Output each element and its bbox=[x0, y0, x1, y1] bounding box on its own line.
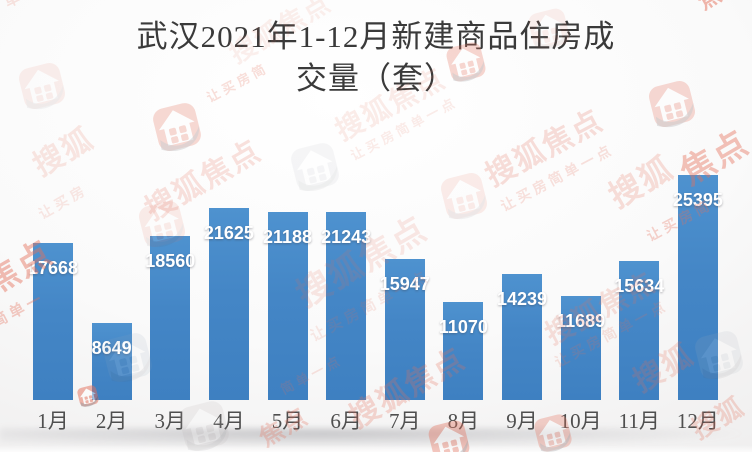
chart-title: 武汉2021年1-12月新建商品住房成 交量（套） bbox=[0, 16, 752, 100]
x-axis-label: 12月 bbox=[676, 409, 719, 433]
bar-value-label: 21188 bbox=[262, 227, 313, 247]
x-axis-label: 2月 bbox=[95, 409, 128, 433]
x-axis-label: 6月 bbox=[330, 409, 362, 433]
bar-value-label: 21243 bbox=[321, 227, 372, 247]
bar-value-label: 15634 bbox=[614, 276, 665, 296]
x-axis-label: 5月 bbox=[271, 409, 304, 433]
bar-column: 11689 10月 bbox=[556, 0, 605, 452]
bar-1 bbox=[33, 243, 73, 400]
bar-11 bbox=[619, 261, 660, 400]
bar-column: 21625 4月 bbox=[204, 0, 254, 452]
bar-column: 15947 7月 bbox=[380, 0, 430, 452]
bar-value-label: 17668 bbox=[27, 258, 79, 278]
x-axis-label: 11月 bbox=[618, 409, 660, 433]
bar-6 bbox=[326, 212, 367, 400]
bar-value-label: 8649 bbox=[91, 338, 132, 358]
bar-7 bbox=[384, 259, 425, 400]
bar-12 bbox=[677, 175, 718, 400]
x-axis-label: 7月 bbox=[389, 409, 421, 433]
x-axis-label: 9月 bbox=[506, 409, 538, 433]
bottom-highlight bbox=[0, 445, 752, 452]
bar-column: 21188 5月 bbox=[263, 0, 312, 452]
bar-3 bbox=[150, 236, 191, 400]
x-axis-label: 3月 bbox=[154, 409, 187, 433]
bar-column: 17668 1月 bbox=[28, 0, 78, 452]
bar-value-label: 11070 bbox=[438, 317, 488, 337]
x-axis-label: 10月 bbox=[559, 409, 602, 433]
bar-value-label: 14239 bbox=[496, 289, 548, 309]
bar-column: 15634 11月 bbox=[614, 0, 664, 452]
bar-8 bbox=[443, 302, 484, 400]
bar-value-label: 21625 bbox=[203, 223, 254, 243]
x-axis-label: 8月 bbox=[447, 409, 480, 433]
bar-column: 21243 6月 bbox=[321, 0, 371, 452]
bar-5 bbox=[267, 212, 308, 400]
bar-column: 8649 2月 bbox=[92, 0, 132, 452]
bar-value-label: 11689 bbox=[556, 311, 606, 331]
floor-shadow bbox=[0, 428, 752, 446]
x-axis-label: 4月 bbox=[213, 409, 245, 433]
bar-column: 18560 3月 bbox=[145, 0, 195, 452]
bar-column: 14239 9月 bbox=[497, 0, 547, 452]
bar-2 bbox=[91, 323, 132, 400]
bar-column: 25395 12月 bbox=[673, 0, 723, 452]
bar-value-label: 18560 bbox=[145, 251, 196, 271]
x-axis-label: 1月 bbox=[37, 409, 69, 433]
bar-10 bbox=[560, 296, 601, 400]
bar-value-label: 15947 bbox=[379, 274, 430, 294]
bar-9 bbox=[502, 274, 542, 400]
bar-4 bbox=[208, 208, 249, 400]
bar-plot-area: 17668 1月 8649 2月 18560 3月 21625 4月 21188 5月 21243 6… bbox=[28, 0, 723, 452]
chart-title-line-2: 交量（套） bbox=[296, 61, 456, 96]
bar-column: 11070 8月 bbox=[439, 0, 488, 452]
chart-title-line-1: 武汉2021年1-12月新建商品住房成 bbox=[136, 19, 616, 54]
bar-value-label: 25395 bbox=[672, 190, 723, 210]
